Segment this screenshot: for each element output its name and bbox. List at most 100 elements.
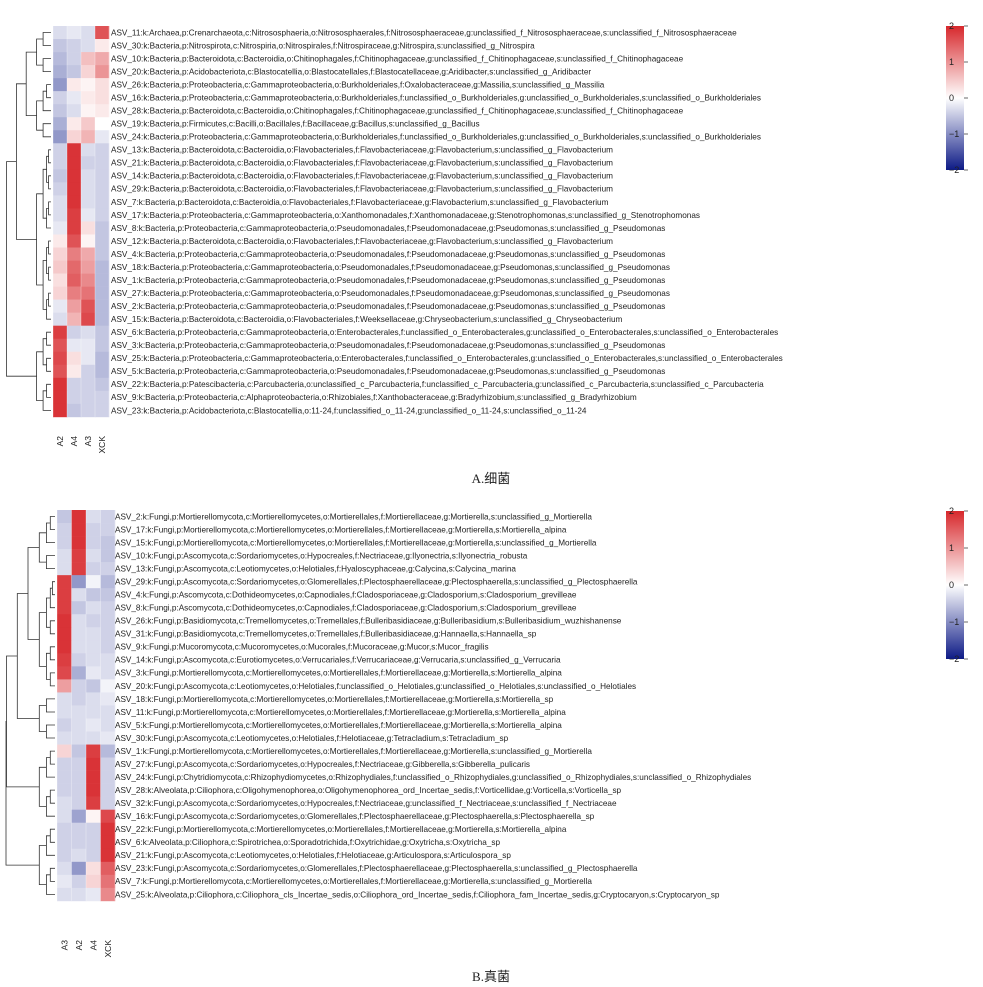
heatmap-cell xyxy=(71,640,87,654)
heatmap-cell xyxy=(67,156,82,170)
heatmap-cell xyxy=(71,835,87,850)
heatmap-cell xyxy=(71,601,87,615)
row-labels-fungi: ASV_2:k:Fungi,p:Mortierellomycota,c:Mort… xyxy=(115,512,751,899)
dendrogram-branch xyxy=(49,828,55,843)
row-label: ASV_3:k:Bacteria,p:Proteobacteria,c:Gamm… xyxy=(111,341,665,350)
heatmap-cell xyxy=(53,221,68,235)
heatmap-cell xyxy=(100,718,116,732)
row-label: ASV_16:k:Fungi,p:Ascomycota,c:Sordariomy… xyxy=(115,812,595,821)
dendrogram-branch xyxy=(48,266,51,281)
heatmap-cell xyxy=(57,822,72,837)
row-label: ASV_16:k:Bacteria,p:Proteobacteria,c:Gam… xyxy=(111,94,761,103)
colorbar-bacteria: 2 1 0 −1 −2 xyxy=(946,21,968,175)
dendrogram-branch xyxy=(46,835,55,856)
heatmap-cell xyxy=(53,65,68,79)
colorbar-ticks: 2 1 0 −1 −2 xyxy=(949,21,968,175)
heatmap-cell xyxy=(95,247,110,261)
heatmap-cell xyxy=(57,809,72,824)
heatmap-cell xyxy=(86,588,101,602)
heatmap-cell xyxy=(53,156,68,170)
dendrogram-branch xyxy=(36,100,44,131)
dendrogram-branch xyxy=(42,90,51,112)
heatmap-cell xyxy=(71,796,87,810)
heatmap-cell xyxy=(86,679,101,693)
heatmap-cell xyxy=(53,117,68,131)
heatmap-cell xyxy=(100,744,116,758)
row-label: ASV_12:k:Bacteria,p:Bacteroidota,c:Bacte… xyxy=(111,237,613,246)
row-label: ASV_6:k:Bacteria,p:Proteobacteria,c:Gamm… xyxy=(111,328,778,337)
heatmap-cell xyxy=(67,169,82,183)
heatmap-cell xyxy=(95,65,110,79)
row-label: ASV_27:k:Bacteria,p:Proteobacteria,c:Gam… xyxy=(111,289,670,298)
row-label: ASV_4:k:Bacteria,p:Proteobacteria,c:Gamm… xyxy=(111,250,665,259)
heatmap-cell xyxy=(53,143,68,157)
dendrogram-branch xyxy=(46,383,51,398)
heatmap-cell xyxy=(71,705,87,719)
heatmap-cell xyxy=(81,299,96,313)
dendrogram-branch xyxy=(42,32,51,46)
column-label: A3 xyxy=(83,436,93,447)
heatmap-cell xyxy=(57,692,72,706)
heatmap-cell xyxy=(86,705,101,719)
heatmap-cell xyxy=(100,705,116,719)
heatmap-cell xyxy=(67,299,82,313)
row-label: ASV_10:k:Fungi,p:Ascomycota,c:Sordariomy… xyxy=(115,551,528,560)
row-label: ASV_20:k:Bacteria,p:Acidobacteriota,c:Bl… xyxy=(111,67,591,76)
heatmap-cell xyxy=(81,208,96,222)
dendrogram-fungi xyxy=(5,516,55,895)
heatmap-cell xyxy=(57,718,72,732)
heatmap-cell xyxy=(86,848,101,863)
dendrogram-branch xyxy=(38,705,47,732)
heatmap-cell xyxy=(57,666,72,680)
heatmap-cell xyxy=(81,364,96,379)
dendrogram-branch xyxy=(46,331,51,346)
heatmap-cell xyxy=(86,731,101,745)
heatmap-cell xyxy=(81,312,96,326)
heatmap-cell xyxy=(67,234,82,248)
dendrogram-branch xyxy=(46,757,55,778)
heatmap-cell xyxy=(100,757,116,771)
heatmap-cell xyxy=(81,117,96,131)
heatmap-cell xyxy=(71,679,87,693)
row-label: ASV_32:k:Fungi,p:Ascomycota,c:Sordariomy… xyxy=(115,799,617,808)
heatmap-cell xyxy=(86,510,101,524)
heatmap-cell xyxy=(57,679,72,693)
dendrogram-branch xyxy=(42,168,47,219)
heatmap-cell xyxy=(81,195,96,209)
row-label: ASV_22:k:Bacteria,p:Patescibacteria,c:Pa… xyxy=(111,380,764,389)
heatmap-cell xyxy=(100,692,116,706)
heatmap-cell xyxy=(100,666,116,680)
heatmap-cell xyxy=(81,338,96,353)
heatmap-cell xyxy=(71,523,87,537)
dendrogram-branch xyxy=(49,672,55,687)
row-label: ASV_18:k:Bacteria,p:Proteobacteria,c:Gam… xyxy=(111,263,670,272)
heatmap-cell xyxy=(86,809,101,824)
heatmap-cell xyxy=(53,52,68,66)
heatmap-cell xyxy=(95,39,110,53)
heatmap-cell xyxy=(100,510,116,524)
dendrogram-branch xyxy=(49,750,55,765)
heatmap-cell xyxy=(67,208,82,222)
row-label: ASV_2:k:Fungi,p:Mortierellomycota,c:Mort… xyxy=(115,512,592,521)
heatmap-cell xyxy=(100,835,116,850)
heatmap-cell xyxy=(53,208,68,222)
heatmap-cell xyxy=(100,575,116,589)
heatmap-cell xyxy=(100,536,116,550)
heatmap-cell xyxy=(95,104,110,118)
heatmap-cell xyxy=(100,640,116,654)
heatmap-cell xyxy=(95,195,110,209)
heatmap-cell xyxy=(53,78,68,92)
dendrogram-branch xyxy=(36,38,44,66)
heatmap-cell xyxy=(57,510,72,524)
heatmap-cell xyxy=(86,796,101,810)
dendrogram-branch xyxy=(6,655,40,788)
heatmap-cell xyxy=(71,809,87,824)
heatmap-cell xyxy=(100,549,116,563)
column-label: XCK xyxy=(97,436,107,454)
heatmap-cell xyxy=(95,182,110,196)
heatmap-cell xyxy=(86,614,101,628)
heatmap-cell xyxy=(71,783,87,797)
heatmap-cell xyxy=(86,536,101,550)
heatmap-cell xyxy=(57,575,72,589)
heatmap-cell xyxy=(53,39,68,53)
